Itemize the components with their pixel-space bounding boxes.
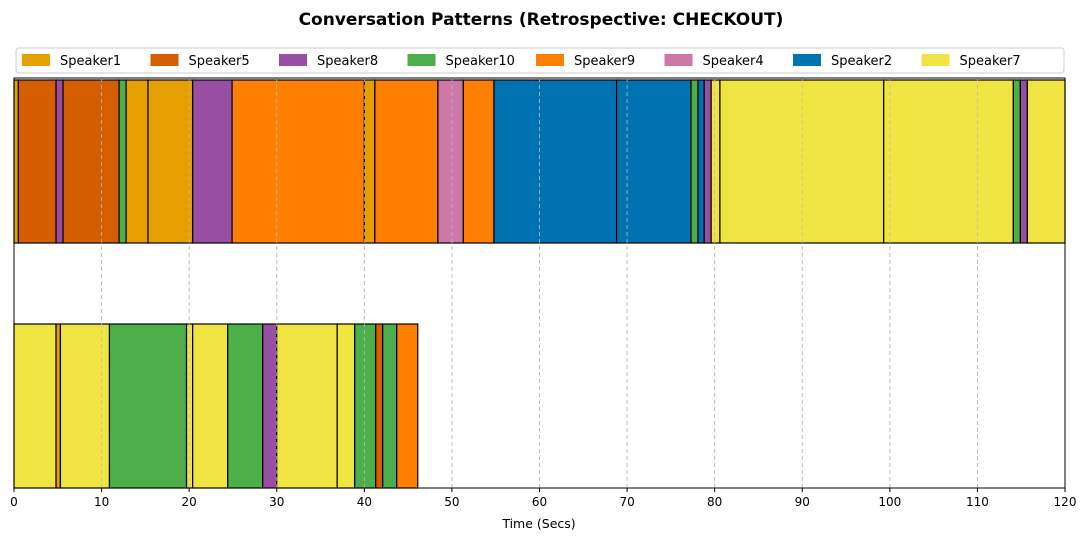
x-tick-label: 100	[878, 495, 901, 509]
segment-speaker7	[883, 79, 1014, 244]
segment-speaker2	[615, 79, 692, 244]
segment-speaker7	[13, 323, 57, 489]
segment-speaker7	[59, 323, 111, 489]
segment-speaker1	[363, 79, 376, 244]
legend: Speaker1 Speaker5 Speaker8 Speaker10 Speaker…	[15, 47, 1065, 74]
legend-label: Speaker4	[703, 54, 764, 69]
x-axis: 0 10 20 30 40 50 60 70 80 90 100 110 120	[10, 488, 1076, 509]
segment-speaker9	[231, 79, 365, 244]
segment-speaker8	[192, 79, 233, 244]
segment-speaker7	[710, 79, 721, 244]
segment-speaker10	[354, 323, 377, 489]
segment-speaker2	[697, 79, 705, 244]
segment-speaker10	[690, 79, 699, 244]
segment-speaker1	[147, 79, 194, 244]
legend-swatch	[664, 54, 693, 66]
segment-speaker5	[62, 79, 120, 244]
legend-swatch	[921, 54, 950, 66]
segment-speaker7	[1026, 79, 1066, 244]
segment-speaker7	[185, 323, 194, 489]
x-tick-label: 110	[966, 495, 989, 509]
x-tick-label: 120	[1054, 495, 1077, 509]
legend-label: Speaker10	[446, 54, 515, 69]
segment-speaker10	[108, 323, 188, 489]
x-tick-label: 90	[795, 495, 810, 509]
segment-speaker5	[375, 323, 384, 489]
speaker-segments	[13, 79, 1066, 489]
legend-swatch	[793, 54, 821, 66]
chart-title: Conversation Patterns (Retrospective: CH…	[299, 10, 784, 30]
x-tick-label: 40	[357, 495, 372, 509]
x-axis-label: Time (Secs)	[501, 516, 575, 531]
legend-swatch	[407, 54, 436, 66]
segment-speaker2	[493, 79, 618, 244]
legend-swatch	[279, 54, 307, 66]
x-tick-label: 10	[94, 495, 109, 509]
x-tick-label: 0	[10, 495, 18, 509]
segment-speaker7	[719, 79, 885, 244]
segment-speaker7	[336, 323, 356, 489]
legend-label: Speaker7	[960, 54, 1021, 69]
legend-label: Speaker1	[60, 54, 121, 69]
segment-speaker8	[55, 79, 64, 244]
segment-speaker8	[1019, 79, 1028, 244]
segment-speaker10	[382, 323, 398, 489]
legend-label: Speaker2	[831, 54, 892, 69]
segment-speaker1	[125, 79, 149, 244]
legend-swatch	[536, 54, 564, 66]
legend-swatch	[150, 54, 179, 66]
segment-speaker1	[13, 79, 19, 244]
legend-swatch	[22, 54, 50, 66]
legend-label: Speaker8	[317, 54, 378, 69]
segment-speaker9	[374, 79, 439, 244]
segment-speaker5	[17, 79, 57, 244]
segment-speaker4	[437, 79, 464, 244]
segment-speaker9	[462, 79, 495, 244]
legend-label: Speaker9	[574, 54, 635, 69]
x-tick-label: 30	[269, 495, 284, 509]
segment-speaker9	[396, 323, 419, 489]
x-tick-label: 70	[619, 495, 634, 509]
x-tick-label: 50	[444, 495, 459, 509]
x-tick-label: 60	[532, 495, 547, 509]
grid-lines-overlay	[101, 78, 978, 488]
segment-speaker7	[276, 323, 338, 489]
segment-speaker10	[1012, 79, 1021, 244]
legend-label: Speaker5	[189, 54, 250, 69]
segment-speaker10	[227, 323, 264, 489]
segment-speaker8	[262, 323, 278, 489]
segment-speaker10	[118, 79, 127, 244]
x-tick-label: 80	[707, 495, 722, 509]
segment-speaker7	[192, 323, 229, 489]
segment-speaker1	[55, 323, 62, 489]
x-tick-label: 20	[182, 495, 197, 509]
segment-speaker8	[703, 79, 712, 244]
